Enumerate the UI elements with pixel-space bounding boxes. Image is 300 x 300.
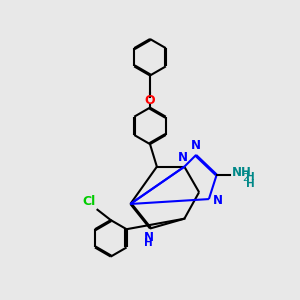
Text: 2: 2 [243, 173, 249, 183]
Text: N: N [191, 139, 201, 152]
Text: O: O [145, 94, 155, 107]
Text: H: H [144, 238, 153, 248]
Text: N: N [212, 194, 222, 207]
Text: H: H [246, 172, 255, 182]
Text: H: H [246, 179, 255, 189]
Text: N: N [178, 151, 188, 164]
Text: N: N [143, 231, 154, 244]
Text: Cl: Cl [82, 195, 95, 208]
Text: NH: NH [232, 166, 251, 179]
